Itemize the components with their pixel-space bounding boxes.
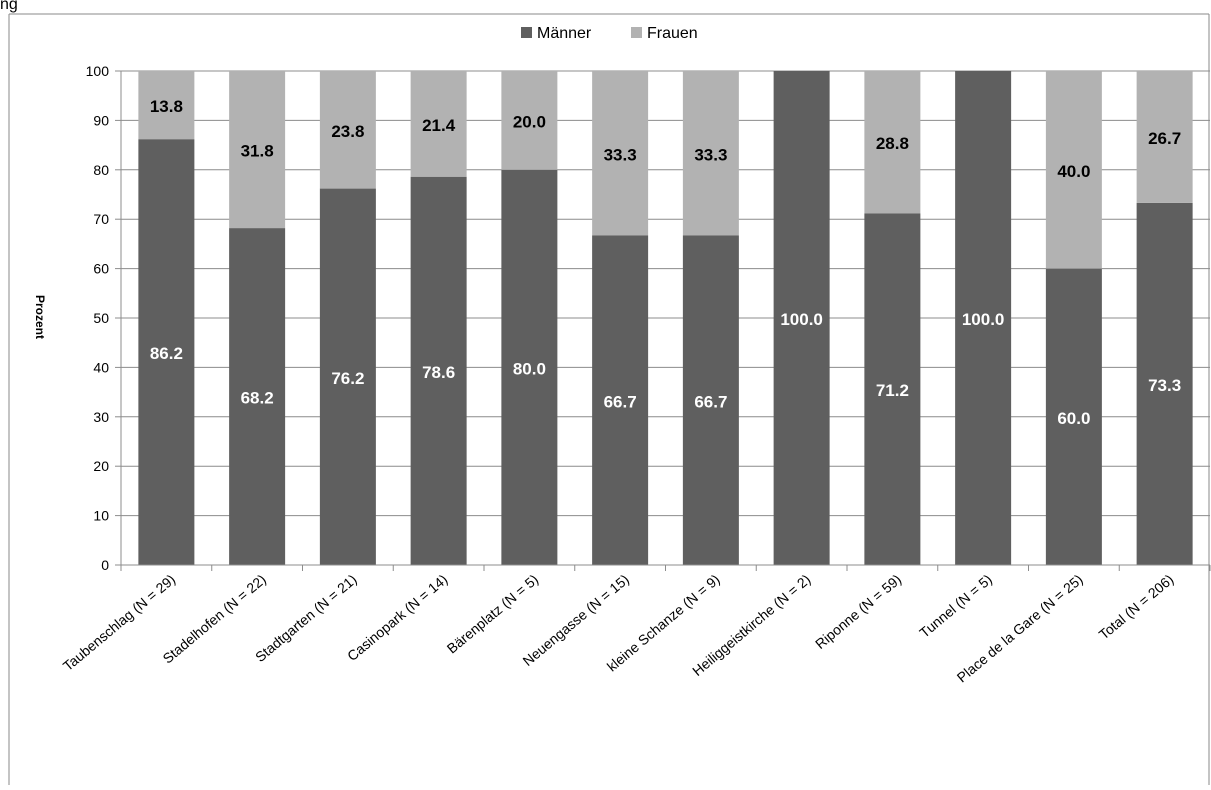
legend-swatch-frauen (631, 27, 642, 38)
data-label: 66.7 (604, 392, 637, 411)
y-tick-label: 50 (93, 310, 109, 326)
data-label: 21.4 (422, 116, 456, 135)
legend-label: Männer (537, 25, 592, 42)
bar-segment-männer (1045, 268, 1102, 565)
bar-segment-männer (229, 228, 286, 566)
data-label: 20.0 (513, 112, 546, 131)
bar-segment-männer (864, 213, 921, 565)
bar-segment-männer (410, 176, 467, 565)
top-left-text: ng (0, 0, 18, 13)
data-label: 100.0 (780, 310, 823, 329)
bar-segment-männer (955, 71, 1012, 565)
bar-segment-frauen (229, 71, 286, 229)
gridlines (121, 70, 1210, 517)
bar-segment-frauen (1136, 71, 1193, 203)
bar-segment-frauen (501, 71, 558, 170)
y-tick-label: 90 (93, 112, 109, 128)
data-label: 28.8 (876, 134, 909, 153)
data-label: 66.7 (694, 392, 727, 411)
y-tick-label: 0 (101, 557, 109, 573)
legend-label: Frauen (647, 25, 698, 42)
y-tick-label: 100 (86, 63, 110, 79)
data-label: 80.0 (513, 359, 546, 378)
data-label: 71.2 (876, 381, 909, 400)
bar-segment-männer (1136, 202, 1193, 565)
data-label: 26.7 (1148, 129, 1181, 148)
y-tick-label: 10 (93, 508, 109, 524)
y-tick-label: 70 (93, 211, 109, 227)
data-label: 33.3 (694, 145, 727, 164)
legend: Männer Frauen (521, 25, 698, 42)
data-label: 60.0 (1057, 409, 1090, 428)
bar-segment-männer (592, 235, 649, 565)
data-label: 76.2 (331, 369, 364, 388)
bar-segment-männer (501, 169, 558, 566)
bar-segment-frauen (1045, 71, 1102, 269)
bar-segment-männer (138, 139, 195, 565)
data-label: 23.8 (331, 122, 364, 141)
bar-segment-frauen (682, 71, 739, 236)
y-tick-label: 30 (93, 409, 109, 425)
x-tick-label: Taubenschlag (N = 29) (60, 571, 179, 674)
y-tick-label: 40 (93, 359, 109, 375)
bars (138, 71, 1193, 566)
data-label: 86.2 (150, 344, 183, 363)
x-tick-label: Total (N = 206) (1096, 571, 1177, 643)
legend-swatch-männer (521, 27, 532, 38)
bar-segment-männer (773, 71, 830, 565)
y-tick-label: 60 (93, 261, 109, 277)
x-tick-label: Casinopark (N = 14) (344, 571, 451, 664)
data-label: 78.6 (422, 363, 455, 382)
y-tick-label: 20 (93, 458, 109, 474)
data-label: 31.8 (241, 142, 274, 161)
x-tick-label: Tunnel (N = 5) (916, 571, 995, 641)
bar-segment-frauen (592, 71, 649, 236)
data-labels: 86.2 13.8 68.2 31.8 76.2 23.8 78.6 21.4 80.0 20.0… (150, 97, 1181, 428)
data-label: 40.0 (1057, 162, 1090, 181)
y-axis-title: Prozent (33, 295, 47, 339)
data-label: 68.2 (241, 389, 274, 408)
bar-segment-frauen (138, 71, 195, 140)
data-label: 73.3 (1148, 376, 1181, 395)
bar-segment-männer (319, 188, 376, 565)
bar-segment-frauen (864, 71, 921, 214)
x-tick-label: Bärenplatz (N = 5) (444, 571, 542, 657)
data-label: 100.0 (962, 310, 1005, 329)
x-tick-label: Riponne (N = 59) (812, 571, 904, 652)
data-label: 33.3 (604, 145, 637, 164)
bar-segment-männer (682, 235, 739, 565)
y-tick-label: 80 (93, 162, 109, 178)
data-label: 13.8 (150, 97, 183, 116)
bar-segment-frauen (319, 71, 376, 189)
bar-segment-frauen (410, 71, 467, 177)
